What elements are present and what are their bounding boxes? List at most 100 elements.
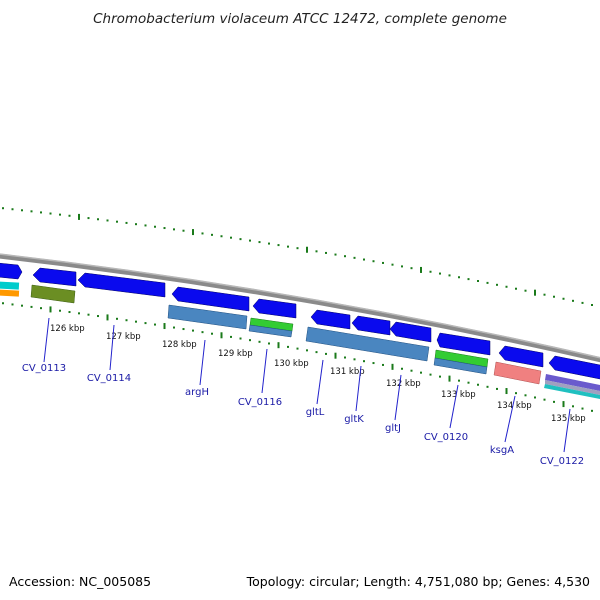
outer-tick-row: [2, 207, 593, 306]
inner-tick: [296, 347, 299, 350]
accession-label: Accession: NC_005085: [9, 574, 151, 589]
outer-tick: [78, 213, 80, 220]
feature-cyan-left: [0, 281, 20, 290]
cds-arrow-gltl: [310, 309, 351, 330]
inner-tick: [391, 363, 394, 370]
outer-tick: [220, 235, 223, 238]
cds-arrow-cv0113: [32, 267, 77, 287]
inner-tick: [11, 303, 14, 306]
inner-tick: [249, 339, 251, 342]
feature-orange-left: [0, 289, 20, 297]
inner-tick: [135, 320, 137, 323]
outer-tick: [306, 246, 308, 253]
inner-tick: [220, 332, 223, 339]
outer-tick: [524, 289, 527, 292]
outer-tick: [135, 223, 137, 226]
inner-tick: [467, 381, 470, 384]
cds-arrow-cv0116: [252, 298, 297, 319]
inner-tick: [258, 340, 261, 343]
inner-tick: [315, 351, 318, 354]
outer-tick: [448, 274, 451, 277]
inner-tick: [401, 367, 403, 370]
kbp-label: 127 kbp: [106, 332, 141, 342]
inner-tick: [458, 379, 460, 382]
map-title: Chromobacterium violaceum ATCC 12472, co…: [93, 11, 507, 27]
outer-tick: [239, 238, 242, 241]
inner-tick: [239, 337, 242, 340]
outer-tick: [334, 253, 337, 256]
inner-tick: [553, 400, 555, 403]
outer-tick: [182, 229, 185, 232]
inner-tick: [106, 314, 109, 321]
outer-tick: [287, 245, 289, 248]
gene-leader-line: [316, 359, 324, 405]
kbp-label: 134 kbp: [497, 401, 532, 411]
kbp-label: 133 kbp: [441, 390, 476, 400]
outer-tick: [87, 217, 90, 220]
cds-arrow-cv0122: [548, 355, 600, 380]
gene-label: CV_0120: [424, 432, 468, 443]
inner-tick: [125, 319, 128, 322]
outer-tick: [591, 303, 593, 306]
inner-tick: [116, 317, 118, 320]
inner-tick: [59, 309, 61, 312]
inner-tick-row: [2, 302, 593, 412]
gene-label: CV_0116: [238, 397, 282, 408]
inner-tick: [353, 358, 356, 361]
kbp-label: 129 kbp: [218, 349, 253, 359]
inner-tick: [325, 352, 327, 355]
gene-leader-line: [504, 395, 516, 443]
outer-tick: [429, 270, 432, 273]
gene-leader-line: [261, 348, 268, 394]
outer-tick: [268, 242, 270, 245]
inner-tick: [505, 388, 508, 395]
gene-leader-line: [449, 384, 459, 429]
inner-tick: [562, 401, 565, 408]
inner-tick: [154, 323, 156, 326]
outer-tick: [296, 247, 299, 250]
inner-tick: [97, 315, 99, 318]
outer-tick: [163, 227, 166, 230]
inner-tick: [40, 307, 42, 310]
kbp-label: 130 kbp: [274, 359, 309, 369]
outer-tick: [68, 214, 71, 217]
gene-leader-line: [394, 374, 402, 421]
inner-tick: [372, 362, 375, 365]
feature-olive: [30, 284, 76, 304]
outer-tick: [230, 236, 232, 239]
gene-label: CV_0113: [22, 363, 66, 374]
outer-tick: [572, 299, 574, 302]
inner-tick: [182, 328, 185, 331]
gene-label: gltL: [306, 407, 325, 418]
outer-tick: [249, 239, 251, 242]
gene-leader-line: [563, 408, 571, 453]
inner-tick: [363, 360, 365, 363]
inner-tick: [581, 407, 584, 410]
cds-arrow-argh: [171, 286, 250, 312]
outer-tick: [116, 220, 118, 223]
inner-tick: [477, 383, 479, 386]
outer-tick: [391, 263, 394, 266]
reverse-strand-features: [0, 281, 600, 400]
forward-strand-features: [0, 262, 600, 380]
outer-tick: [211, 233, 213, 236]
cds-arrow-cv0120: [436, 332, 491, 356]
kbp-label: 131 kbp: [330, 367, 365, 377]
cds-arrow-ksga: [498, 345, 544, 368]
outer-tick: [344, 255, 346, 258]
inner-tick: [515, 392, 517, 395]
cds-arrow-gltj: [389, 321, 432, 343]
outer-tick: [534, 289, 536, 296]
feature-stack-cyan: [544, 384, 600, 400]
outer-tick: [154, 225, 156, 228]
outer-tick: [97, 218, 99, 221]
inner-tick: [306, 349, 308, 352]
feature-stack-grey: [545, 380, 600, 395]
inner-tick: [68, 311, 71, 314]
inner-tick: [344, 356, 346, 359]
outer-tick: [192, 229, 194, 236]
outer-tick: [372, 260, 375, 263]
inner-tick: [439, 375, 441, 378]
feature-salmon-ksga: [493, 361, 542, 385]
inner-tick: [268, 342, 270, 345]
